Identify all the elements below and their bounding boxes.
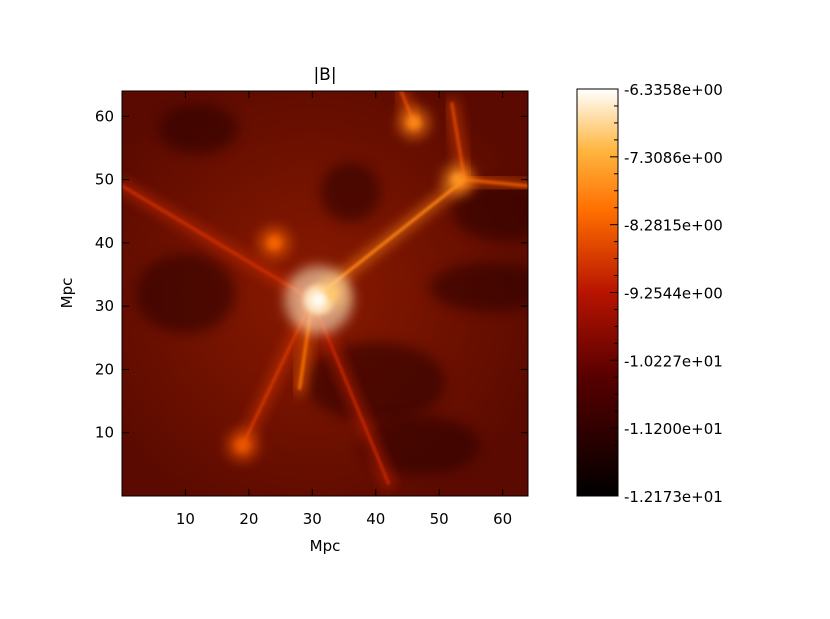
x-tick-label: 30 [303, 510, 322, 528]
x-tick-label: 10 [176, 510, 195, 528]
void-region [158, 103, 239, 154]
plot-frame [121, 90, 529, 497]
x-axis: 10 20 30 40 50 60 [176, 91, 512, 528]
colorbar-tick-label: -1.0227e+01 [624, 352, 723, 370]
core-peak [310, 291, 327, 308]
colorbar-ticks: -6.3358e+00 -7.3086e+00 -8.2815e+00 -9.2544… [610, 81, 723, 506]
clump [267, 235, 282, 251]
clump [235, 438, 250, 453]
void-region [429, 262, 528, 313]
x-tick-label: 60 [493, 510, 512, 528]
colorbar-tick-label: -1.2173e+01 [624, 488, 723, 506]
dark-voids [135, 103, 528, 476]
clumps [226, 106, 475, 462]
y-tick-label: 10 [95, 424, 114, 442]
y-axis: 10 20 30 40 50 60 [95, 107, 528, 442]
chart-title: |B| [313, 65, 336, 85]
y-tick-label: 40 [95, 234, 114, 252]
x-axis-label: Mpc [310, 537, 341, 555]
x-tick-label: 40 [366, 510, 385, 528]
colorbar-tick-label: -9.2544e+00 [624, 285, 723, 303]
void-region [360, 415, 481, 476]
clump [451, 172, 466, 187]
colorbar-tick-label: -1.1200e+01 [624, 420, 723, 438]
colorbar-tick-label: -6.3358e+00 [624, 81, 723, 99]
y-tick-label: 30 [95, 297, 114, 315]
y-tick-label: 60 [95, 107, 114, 125]
clump [406, 115, 422, 130]
void-region [320, 162, 381, 223]
y-axis-label: Mpc [58, 278, 76, 309]
void-region [452, 181, 528, 242]
heatmap-image [122, 91, 528, 496]
x-tick-label: 50 [430, 510, 449, 528]
x-tick-label: 20 [239, 510, 258, 528]
clump [324, 286, 339, 301]
void-region [135, 253, 236, 334]
void-region [305, 342, 446, 423]
colorbar-tick-label: -7.3086e+00 [624, 149, 723, 167]
filament [122, 184, 314, 302]
y-tick-label: 20 [95, 360, 114, 378]
filament [463, 178, 528, 188]
y-tick-label: 50 [95, 171, 114, 189]
colorbar-tick-label: -8.2815e+00 [624, 217, 723, 235]
